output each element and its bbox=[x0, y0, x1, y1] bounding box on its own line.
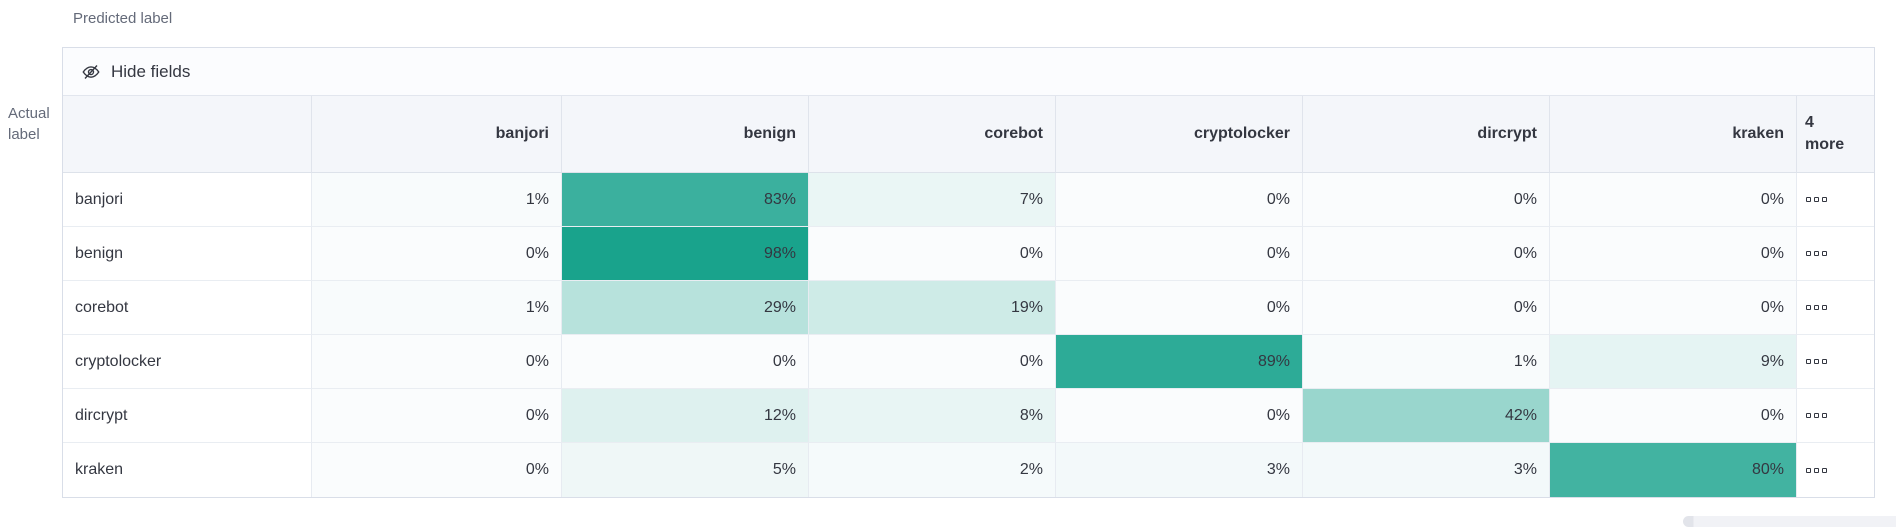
cell-banjori-cryptolocker: 0% bbox=[1056, 173, 1303, 227]
cell-cryptolocker-benign: 0% bbox=[562, 335, 809, 389]
boxes-horizontal-icon bbox=[1806, 305, 1811, 310]
row-label-cryptolocker: cryptolocker bbox=[63, 335, 312, 389]
more-columns-button[interactable] bbox=[1797, 173, 1874, 227]
column-header-cryptolocker[interactable]: cryptolocker bbox=[1056, 96, 1303, 173]
boxes-horizontal-icon bbox=[1806, 197, 1811, 202]
boxes-horizontal-icon bbox=[1806, 413, 1811, 418]
row-label-corebot: corebot bbox=[63, 281, 312, 335]
boxes-horizontal-icon bbox=[1814, 413, 1819, 418]
cell-kraken-cryptolocker: 3% bbox=[1056, 443, 1303, 497]
cell-dircrypt-benign: 12% bbox=[562, 389, 809, 443]
cell-banjori-kraken: 0% bbox=[1550, 173, 1797, 227]
column-header-corebot[interactable]: corebot bbox=[809, 96, 1056, 173]
row-label-benign: benign bbox=[63, 227, 312, 281]
cell-corebot-dircrypt: 0% bbox=[1303, 281, 1550, 335]
row-label-banjori: banjori bbox=[63, 173, 312, 227]
boxes-horizontal-icon bbox=[1806, 251, 1811, 256]
boxes-horizontal-icon bbox=[1822, 359, 1827, 364]
actual-axis-label-line1: Actual bbox=[8, 105, 50, 122]
cell-benign-kraken: 0% bbox=[1550, 227, 1797, 281]
cell-cryptolocker-kraken: 9% bbox=[1550, 335, 1797, 389]
boxes-horizontal-icon bbox=[1822, 197, 1827, 202]
cell-kraken-benign: 5% bbox=[562, 443, 809, 497]
hide-fields-label: Hide fields bbox=[111, 61, 191, 81]
cell-cryptolocker-cryptolocker: 89% bbox=[1056, 335, 1303, 389]
boxes-horizontal-icon bbox=[1822, 305, 1827, 310]
more-columns-button[interactable] bbox=[1797, 281, 1874, 335]
row-label-kraken: kraken bbox=[63, 443, 312, 497]
column-header-banjori[interactable]: banjori bbox=[312, 96, 562, 173]
cell-corebot-benign: 29% bbox=[562, 281, 809, 335]
cell-dircrypt-dircrypt: 42% bbox=[1303, 389, 1550, 443]
boxes-horizontal-icon bbox=[1806, 359, 1811, 364]
column-header-more[interactable]: 4 more bbox=[1797, 96, 1874, 173]
cell-benign-banjori: 0% bbox=[312, 227, 562, 281]
cell-banjori-dircrypt: 0% bbox=[1303, 173, 1550, 227]
cell-dircrypt-cryptolocker: 0% bbox=[1056, 389, 1303, 443]
more-columns-header-label: 4 more bbox=[1805, 114, 1845, 153]
boxes-horizontal-icon bbox=[1806, 467, 1811, 473]
confusion-matrix-panel: Hide fields banjori benign corebot cryptolo… bbox=[62, 47, 1875, 498]
cell-corebot-kraken: 0% bbox=[1550, 281, 1797, 335]
cell-cryptolocker-dircrypt: 1% bbox=[1303, 335, 1550, 389]
cell-kraken-dircrypt: 3% bbox=[1303, 443, 1550, 497]
cell-cryptolocker-banjori: 0% bbox=[312, 335, 562, 389]
cell-benign-dircrypt: 0% bbox=[1303, 227, 1550, 281]
cell-cryptolocker-corebot: 0% bbox=[809, 335, 1056, 389]
more-columns-button[interactable] bbox=[1797, 227, 1874, 281]
column-header-kraken[interactable]: kraken bbox=[1550, 96, 1797, 173]
cell-banjori-benign: 83% bbox=[562, 173, 809, 227]
cell-corebot-corebot: 19% bbox=[809, 281, 1056, 335]
boxes-horizontal-icon bbox=[1814, 467, 1819, 473]
confusion-matrix-grid: banjori benign corebot cryptolocker dircrypt… bbox=[63, 96, 1874, 497]
cell-banjori-banjori: 1% bbox=[312, 173, 562, 227]
cell-kraken-kraken: 80% bbox=[1550, 443, 1797, 497]
column-header-benign[interactable]: benign bbox=[562, 96, 809, 173]
cell-benign-benign: 98% bbox=[562, 227, 809, 281]
cell-dircrypt-kraken: 0% bbox=[1550, 389, 1797, 443]
header-corner-cell bbox=[63, 96, 312, 173]
predicted-axis-label: Predicted label bbox=[73, 10, 173, 27]
more-columns-button[interactable] bbox=[1797, 335, 1874, 389]
more-columns-button[interactable] bbox=[1797, 389, 1874, 443]
eye-closed-icon bbox=[82, 64, 100, 79]
boxes-horizontal-icon bbox=[1822, 251, 1827, 256]
boxes-horizontal-icon bbox=[1814, 359, 1819, 364]
cell-benign-corebot: 0% bbox=[809, 227, 1056, 281]
hide-fields-button[interactable]: Hide fields bbox=[63, 48, 1874, 96]
boxes-horizontal-icon bbox=[1814, 251, 1819, 256]
boxes-horizontal-icon bbox=[1814, 197, 1819, 202]
cell-kraken-banjori: 0% bbox=[312, 443, 562, 497]
boxes-horizontal-icon bbox=[1822, 467, 1827, 473]
cell-banjori-corebot: 7% bbox=[809, 173, 1056, 227]
cell-dircrypt-corebot: 8% bbox=[809, 389, 1056, 443]
more-columns-button[interactable] bbox=[1797, 443, 1874, 497]
boxes-horizontal-icon bbox=[1814, 305, 1819, 310]
actual-axis-label: Actual label bbox=[8, 103, 50, 145]
row-label-dircrypt: dircrypt bbox=[63, 389, 312, 443]
actual-axis-label-line2: label bbox=[8, 126, 40, 143]
cell-dircrypt-banjori: 0% bbox=[312, 389, 562, 443]
column-header-dircrypt[interactable]: dircrypt bbox=[1303, 96, 1550, 173]
cell-benign-cryptolocker: 0% bbox=[1056, 227, 1303, 281]
boxes-horizontal-icon bbox=[1822, 413, 1827, 418]
cell-corebot-banjori: 1% bbox=[312, 281, 562, 335]
cell-kraken-corebot: 2% bbox=[809, 443, 1056, 497]
horizontal-scrollbar[interactable] bbox=[1683, 516, 1896, 527]
cell-corebot-cryptolocker: 0% bbox=[1056, 281, 1303, 335]
